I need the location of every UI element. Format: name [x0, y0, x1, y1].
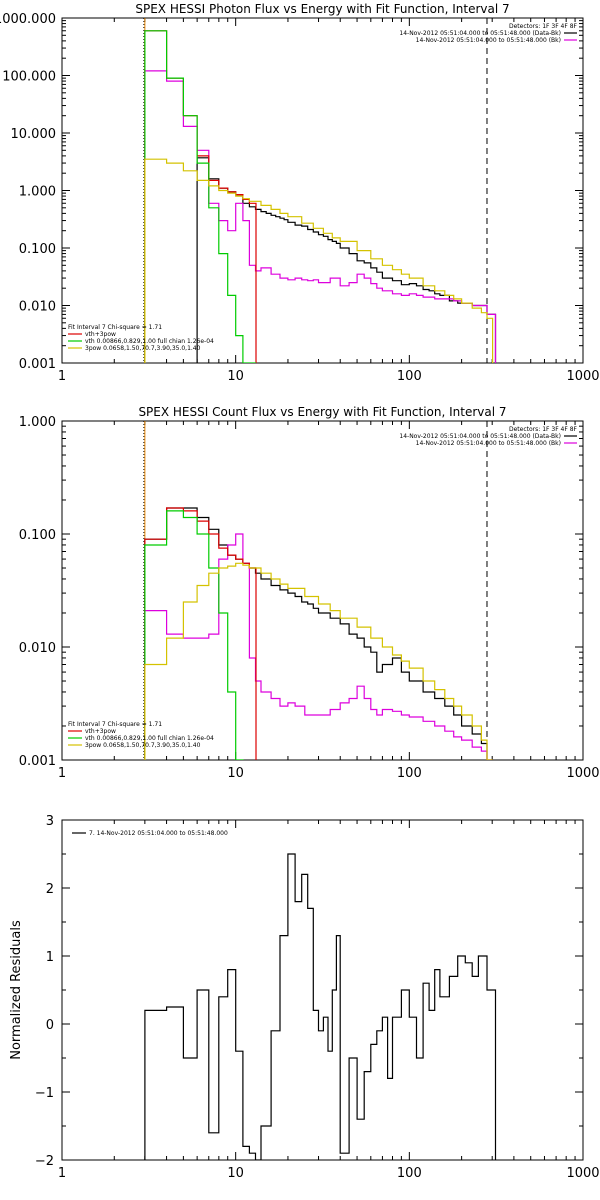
series-bk [144, 70, 497, 363]
y-tick-label: 0.100 [19, 528, 56, 543]
y-axis-label: Normalized Residuals [9, 920, 24, 1060]
x-tick-label: 1000 [566, 1166, 599, 1181]
series-data-bk [196, 157, 497, 363]
chart-title: SPEX HESSI Count Flux vs Energy with Fit… [138, 405, 506, 419]
fit-legend-text: vth+3pow [85, 331, 116, 338]
x-tick-label: 10 [227, 1166, 244, 1181]
plot-frame [61, 819, 584, 1161]
plot-area [143, 421, 493, 760]
series-vth-3pow [144, 30, 257, 363]
series-vth [144, 510, 244, 760]
fit-legend-text: 3pow 0.0658,1.50,70.7,3.90,35.0,1.40 [85, 345, 201, 352]
y-tick-label: 100.000 [2, 70, 56, 85]
fit-legend-title: Fit Interval 7 Chi-square = 1.71 [68, 721, 162, 728]
plot-frame [61, 420, 584, 761]
series-vth [144, 30, 256, 363]
chart-count: SPEX HESSI Count Flux vs Energy with Fit… [19, 405, 600, 781]
y-tick-label: 0.010 [19, 300, 56, 315]
plot-area [144, 853, 497, 1160]
y-tick-label: 3 [46, 814, 54, 829]
x-tick-label: 10 [227, 369, 244, 384]
y-tick-label: 0.010 [19, 641, 56, 656]
x-tick-label: 100 [397, 1166, 422, 1181]
y-tick-label: 10.000 [11, 127, 57, 142]
series-data-bk [144, 507, 493, 760]
y-tick-label: 0.001 [19, 357, 56, 372]
fit-legend-title: Fit Interval 7 Chi-square = 1.71 [68, 324, 162, 331]
chart-title: SPEX HESSI Photon Flux vs Energy with Fi… [135, 2, 509, 16]
fit-legend-text: vth 0.00866,0.829,1.00 full chian 1.26e-… [85, 338, 214, 345]
chart-photon: SPEX HESSI Photon Flux vs Energy with Fi… [0, 2, 600, 384]
detectors-label: Detectors: 1F 3F 4F 8F [509, 23, 578, 30]
fit-legend-text: 3pow 0.0658,1.50,70.7,3.90,35.0,1.40 [85, 742, 201, 749]
series-7-14-nov-2012-05-51-04-000-to-05-51-48-000 [144, 853, 497, 1160]
header-legend-text: 14-Nov-2012 05:51:04.000 to 05:51:48.000… [416, 37, 561, 44]
fit-legend-text: vth+3pow [85, 728, 116, 735]
x-tick-label: 100 [397, 369, 422, 384]
y-tick-label: −1 [35, 1086, 54, 1101]
plot-area [143, 18, 497, 363]
x-tick-label: 1 [58, 1166, 66, 1181]
x-tick-label: 1 [58, 766, 66, 781]
y-tick-label: 1.000 [19, 185, 56, 200]
series-vth-3pow [144, 507, 257, 760]
series-bk [144, 533, 493, 760]
chart-residuals: 1 10 100 1000 −2 −1 0 1 2 3 Normalized Residuals 7.… [9, 814, 600, 1181]
plot-frame [61, 17, 584, 364]
detectors-label: Detectors: 1F 3F 4F 8F [509, 426, 578, 433]
y-tick-label: 1.000 [19, 415, 56, 430]
legend-text: 7. 14-Nov-2012 05:51:04.000 to 05:51:48.… [89, 830, 228, 837]
x-tick-label: 1 [58, 369, 66, 384]
header-legend-text: 14-Nov-2012 05:51:04.000 to 05:51:48.000… [399, 433, 561, 440]
x-tick-label: 100 [397, 766, 422, 781]
fit-legend-text: vth 0.00866,0.829,1.00 full chian 1.26e-… [85, 735, 214, 742]
y-tick-label: 1 [46, 950, 54, 965]
series-3pow [144, 562, 493, 760]
x-tick-label: 1000 [566, 766, 599, 781]
series-3pow [144, 158, 494, 363]
header-legend-text: 14-Nov-2012 05:51:04.000 to 05:51:48.000… [399, 30, 561, 37]
x-tick-label: 1000 [566, 369, 599, 384]
header-legend-text: 14-Nov-2012 05:51:04.000 to 05:51:48.000… [416, 440, 561, 447]
y-tick-label: 0.001 [19, 754, 56, 769]
y-tick-label: −2 [35, 1154, 54, 1169]
y-tick-label: 1000.000 [0, 12, 56, 27]
y-tick-label: 0 [46, 1018, 54, 1033]
y-tick-label: 0.100 [19, 242, 56, 257]
y-tick-label: 2 [46, 882, 54, 897]
x-tick-label: 10 [227, 766, 244, 781]
